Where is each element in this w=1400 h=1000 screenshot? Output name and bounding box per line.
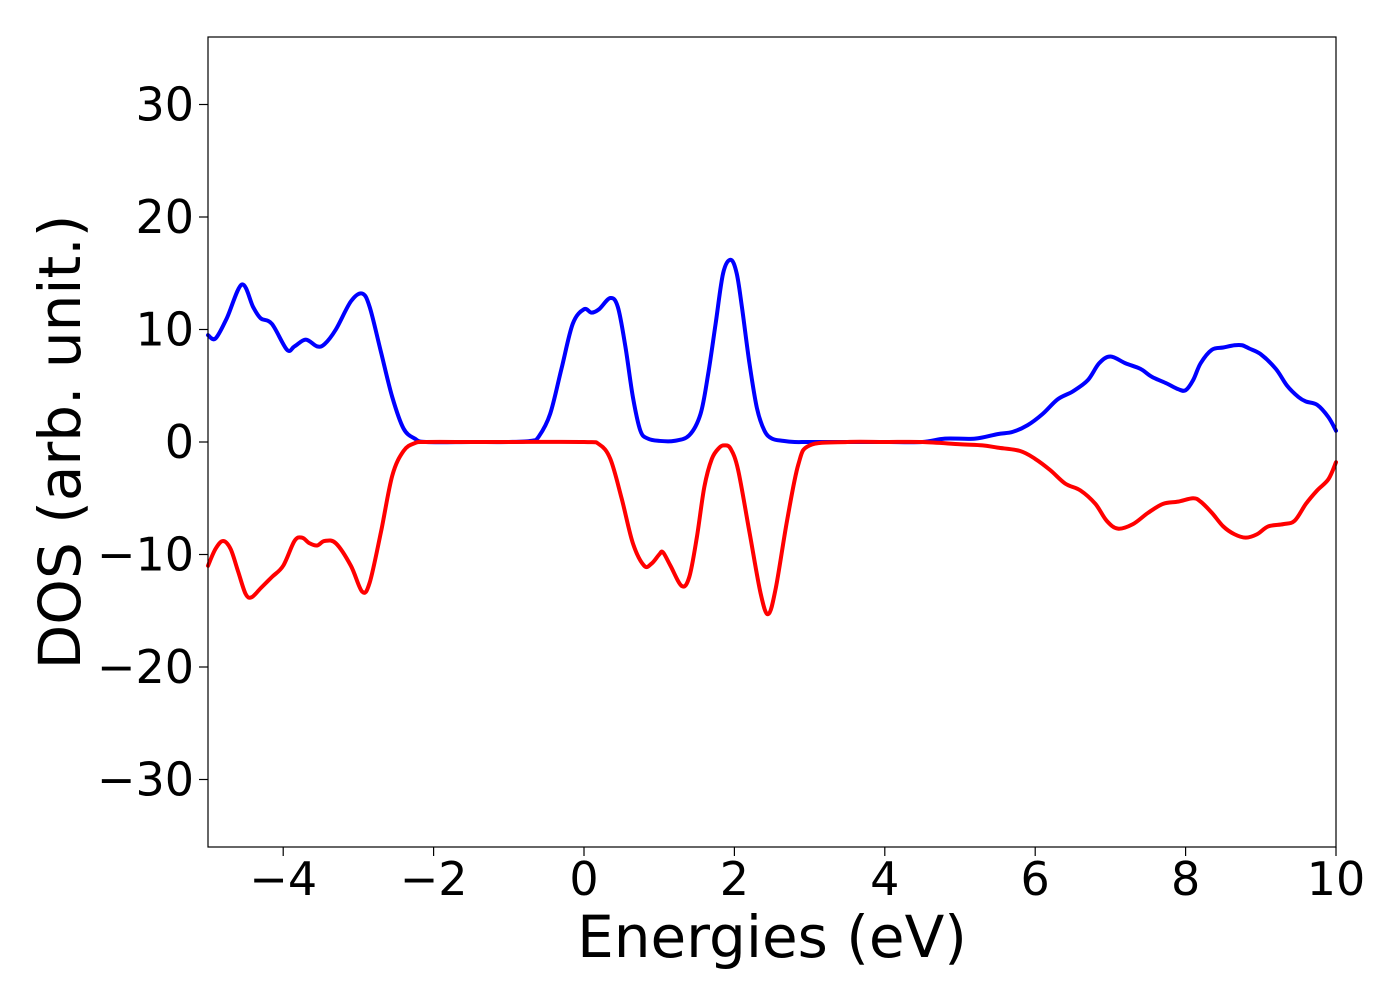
x-tick-label: −2 bbox=[400, 852, 468, 906]
x-tick-label: 0 bbox=[569, 852, 598, 906]
x-tick-label: 6 bbox=[1021, 852, 1050, 906]
y-axis-ticks: 30 20 10 0 −10 −20 −30 bbox=[97, 78, 208, 807]
y-tick-label: −30 bbox=[97, 753, 194, 807]
y-axis-label: DOS (arb. unit.) bbox=[26, 215, 94, 670]
series-group bbox=[206, 257, 1338, 617]
plot-area bbox=[208, 37, 1336, 847]
x-axis-label: Energies (eV) bbox=[577, 903, 967, 971]
x-tick-label: −4 bbox=[249, 852, 317, 906]
y-tick-label: −20 bbox=[97, 640, 194, 694]
series-line-2 bbox=[206, 439, 1338, 617]
y-tick-label: −10 bbox=[97, 528, 194, 582]
x-tick-label: 10 bbox=[1307, 852, 1366, 906]
x-tick-label: 8 bbox=[1171, 852, 1200, 906]
y-tick-label: 0 bbox=[165, 415, 194, 469]
y-tick-label: 30 bbox=[135, 78, 194, 132]
x-tick-label: 2 bbox=[720, 852, 749, 906]
y-tick-label: 20 bbox=[135, 190, 194, 244]
x-tick-label: 4 bbox=[870, 852, 899, 906]
y-tick-label: 10 bbox=[135, 303, 194, 357]
x-axis-ticks: −4 −2 0 2 4 6 8 10 bbox=[249, 847, 1365, 906]
series-line-1 bbox=[206, 257, 1338, 445]
